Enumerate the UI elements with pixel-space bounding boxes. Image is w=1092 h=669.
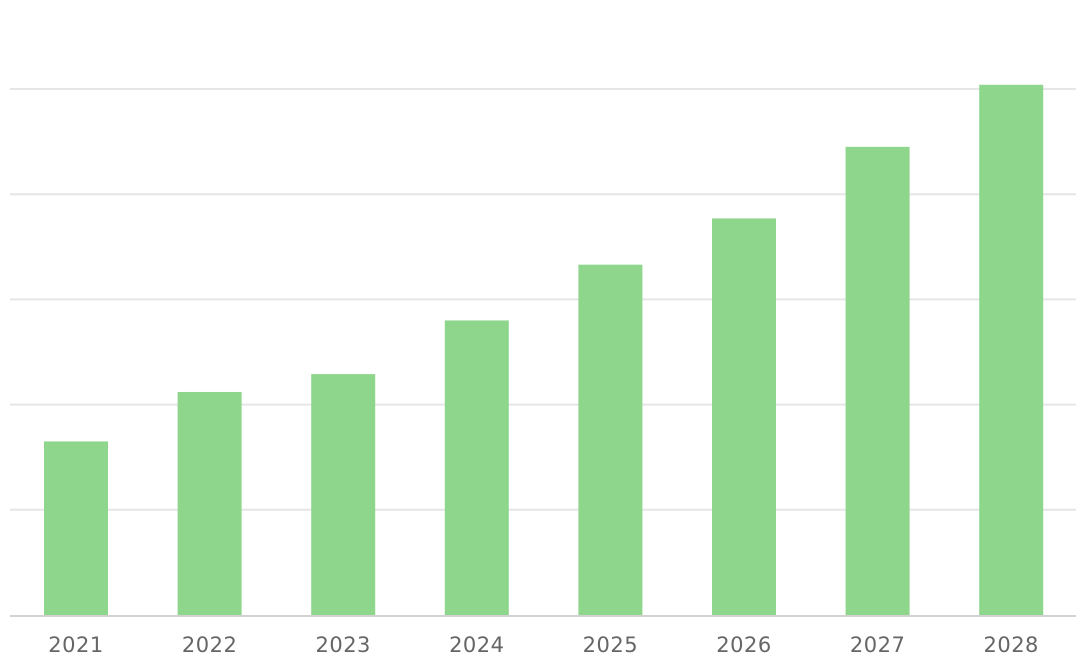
gridlines [10, 88, 1076, 511]
bar-2023[interactable] [311, 374, 376, 615]
bar-2027[interactable] [845, 146, 910, 616]
x-tick-label-2022: 2022 [182, 633, 237, 657]
x-tick-label-2023: 2023 [315, 633, 370, 657]
bar-2028[interactable] [979, 84, 1044, 616]
bar-2021[interactable] [44, 441, 108, 615]
bar-2026[interactable] [712, 218, 776, 615]
x-tick-labels: 2021 2022 2023 2024 2025 2026 2027 2028 [48, 633, 1038, 657]
bars [44, 84, 1044, 616]
x-tick-label-2026: 2026 [716, 633, 771, 657]
x-tick-label-2021: 2021 [48, 633, 103, 657]
x-tick-label-2027: 2027 [850, 633, 905, 657]
bar-2024[interactable] [444, 320, 509, 615]
bar-2025[interactable] [578, 264, 643, 615]
x-tick-label-2025: 2025 [583, 633, 638, 657]
bar-2022[interactable] [177, 391, 242, 615]
x-tick-label-2024: 2024 [449, 633, 504, 657]
x-tick-label-2028: 2028 [983, 633, 1038, 657]
